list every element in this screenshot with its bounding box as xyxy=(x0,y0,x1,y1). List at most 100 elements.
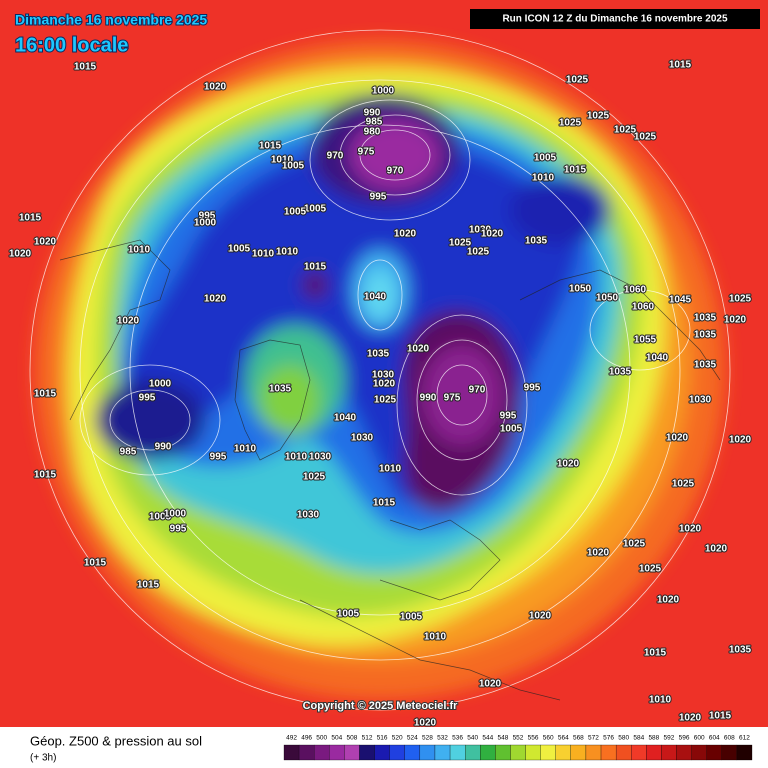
legend-subtitle: (+ 3h) xyxy=(30,753,56,764)
pressure-label: 970 xyxy=(387,166,404,177)
scale-tick-label: 568 xyxy=(573,735,584,742)
pressure-label: 1020 xyxy=(729,435,752,446)
pressure-label: 1035 xyxy=(609,367,632,378)
run-box xyxy=(470,9,760,29)
pressure-label: 1050 xyxy=(596,293,619,304)
pressure-label: 995 xyxy=(199,211,216,222)
scale-tick-label: 500 xyxy=(316,735,327,742)
pressure-label: 1005 xyxy=(337,609,360,620)
scale-tick-label: 536 xyxy=(452,735,463,742)
pressure-label: 1015 xyxy=(669,60,692,71)
scale-tick-label: 492 xyxy=(286,735,297,742)
pressure-label: 1035 xyxy=(694,330,717,341)
scale-tick-label: 548 xyxy=(497,735,508,742)
scale-tick-label: 588 xyxy=(648,735,659,742)
pressure-label: 995 xyxy=(170,524,187,535)
pressure-label: 995 xyxy=(370,192,387,203)
scale-tick-label: 520 xyxy=(392,735,403,742)
scale-swatch xyxy=(721,744,738,761)
scale-swatch xyxy=(465,744,481,761)
pressure-label: 1020 xyxy=(204,82,227,93)
pressure-label: 1020 xyxy=(9,249,32,260)
scale-swatch xyxy=(525,744,541,761)
pressure-label: 1010 xyxy=(379,464,402,475)
scale-swatch xyxy=(344,744,360,761)
scale-tick-label: 580 xyxy=(618,735,629,742)
pressure-label: 1025 xyxy=(587,111,610,122)
pressure-label: 1015 xyxy=(564,165,587,176)
pressure-label: 1020 xyxy=(724,315,747,326)
scale-swatch xyxy=(449,744,466,761)
pressure-label: 1015 xyxy=(34,389,57,400)
coastlines xyxy=(59,239,721,701)
scale-tick-label: 540 xyxy=(467,735,478,742)
pressure-label: 1025 xyxy=(623,539,646,550)
pressure-label: 1025 xyxy=(639,564,662,575)
pressure-label: 995 xyxy=(210,452,227,463)
pressure-label: 1045 xyxy=(669,295,692,306)
pressure-label: 1015 xyxy=(19,213,42,224)
time-title: 16:00 locale xyxy=(15,34,128,56)
pressure-label: 1020 xyxy=(204,294,227,305)
pressure-label: 980 xyxy=(364,127,381,138)
scale-swatch xyxy=(615,744,632,761)
scale-swatch xyxy=(404,744,421,761)
scale-tick-label: 496 xyxy=(301,735,312,742)
pressure-label: 1005 xyxy=(149,512,172,523)
scale-tick-label: 592 xyxy=(664,735,675,742)
scale-tick-label: 584 xyxy=(633,735,644,742)
scale-tick-label: 556 xyxy=(528,735,539,742)
pressure-label: 1040 xyxy=(334,413,357,424)
pressure-label: 1025 xyxy=(449,238,472,249)
copyright: Copyright © 2025 Meteociel.fr xyxy=(303,700,459,712)
scale-swatch xyxy=(646,744,662,761)
pressure-label: 1020 xyxy=(373,379,396,390)
isobars xyxy=(29,29,731,711)
scale-swatch xyxy=(283,744,300,761)
scale-swatch xyxy=(706,744,722,761)
pressure-label: 1005 xyxy=(282,161,305,172)
pressure-label: 990 xyxy=(420,393,437,404)
pressure-label: 1005 xyxy=(304,204,327,215)
scale-tick-label: 532 xyxy=(437,735,448,742)
pressure-label: 1035 xyxy=(269,384,292,395)
pressure-label: 1010 xyxy=(128,245,151,256)
scale-swatch xyxy=(389,744,405,761)
pressure-label: 1030 xyxy=(309,452,332,463)
scale-tick-label: 528 xyxy=(422,735,433,742)
pressure-label: 1005 xyxy=(400,612,423,623)
pressure-label: 1015 xyxy=(304,262,327,273)
color-scale: 492 496 500 504 508 512 516 520 524 528 532 536 540 5… xyxy=(283,735,753,761)
pressure-label: 1010 xyxy=(285,452,308,463)
pressure-label: 1020 xyxy=(414,718,437,729)
pressure-label: 1015 xyxy=(709,711,732,722)
pressure-label: 1010 xyxy=(532,173,555,184)
pressure-label: 1010 xyxy=(276,247,299,258)
pressure-label: 1030 xyxy=(689,395,712,406)
pressure-label: 1005 xyxy=(534,153,557,164)
pressure-label: 1060 xyxy=(632,302,655,313)
pressure-label: 1020 xyxy=(679,524,702,535)
scale-swatch xyxy=(540,744,556,761)
pressure-label: 985 xyxy=(120,447,137,458)
pressure-label: 1030 xyxy=(297,510,320,521)
pressure-label: 970 xyxy=(327,151,344,162)
scale-swatch xyxy=(329,744,345,761)
pressure-label: 995 xyxy=(500,411,517,422)
scale-swatch xyxy=(480,744,496,761)
pressure-label: 1020 xyxy=(679,713,702,724)
pressure-label: 1025 xyxy=(374,395,397,406)
legend-title: Géop. Z500 & pression au sol xyxy=(30,733,202,748)
scale-tick-label: 516 xyxy=(377,735,388,742)
pressure-label: 1015 xyxy=(137,580,160,591)
scale-swatch xyxy=(736,744,753,761)
pressure-label: 1005 xyxy=(228,244,251,255)
scale-swatch xyxy=(661,744,677,761)
pressure-label: 1015 xyxy=(74,62,97,73)
scale-swatch xyxy=(359,744,375,761)
pressure-label: 1020 xyxy=(117,316,140,327)
scale-tick-label: 572 xyxy=(588,735,599,742)
pressure-label: 1025 xyxy=(566,75,589,86)
pressure-label: 985 xyxy=(366,117,383,128)
